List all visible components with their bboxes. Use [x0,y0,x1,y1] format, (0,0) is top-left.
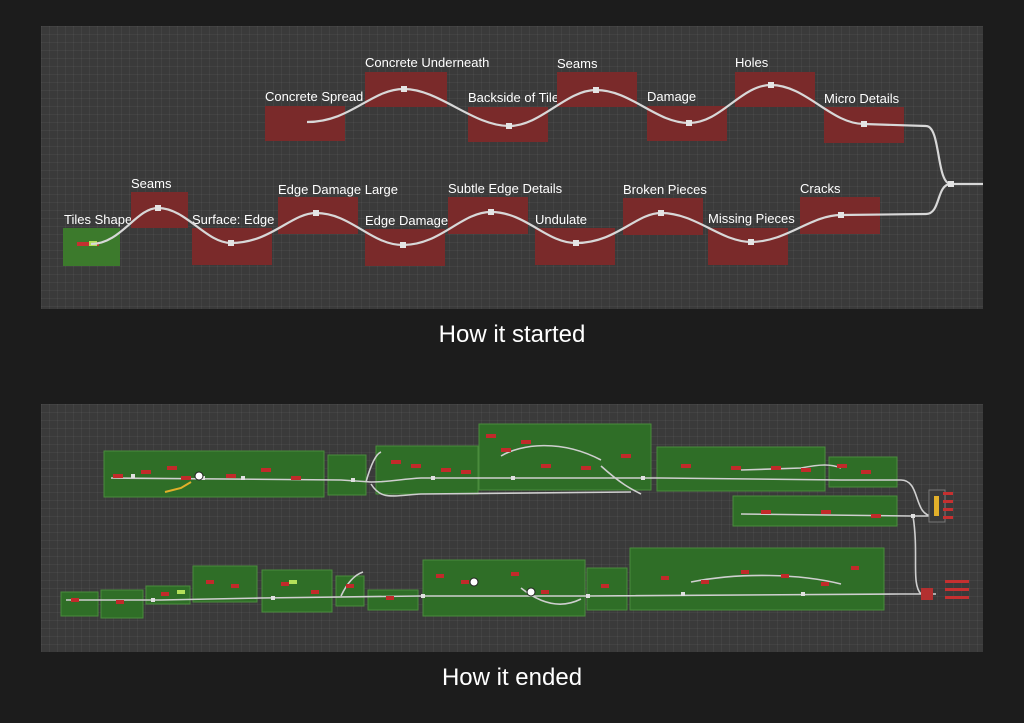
node-surface-edge-soften[interactable]: Surface: Edge Soften [192,212,316,265]
node-subtle-edge-details[interactable]: Subtle Edge Details [448,181,563,234]
ended-red-nodes [71,434,881,604]
node-label: Holes [735,55,769,70]
node-label: Subtle Edge Details [448,181,563,196]
node-missing-pieces[interactable]: Missing Pieces [708,211,795,265]
node-label: Seams [557,56,598,71]
ended-graph [60,423,969,619]
node-seams-top[interactable]: Seams [557,56,637,107]
node-groups [60,423,898,619]
output-cluster-top [928,489,953,523]
node-concrete-underneath[interactable]: Concrete Underneath [365,55,489,107]
node-label: Micro Details [824,91,900,106]
how-it-ended-panel [41,404,983,652]
caption-started: How it started [438,321,586,348]
wire-top-row [306,83,983,186]
node-holes[interactable]: Holes [735,55,815,107]
node-label: Seams [131,176,172,191]
node-label: Concrete Spread [265,89,363,104]
node-label: Edge Damage Large [278,182,398,197]
node-label: Tiles Shape [64,212,132,227]
caption-ended: How it ended [441,664,583,691]
node-cracks[interactable]: Cracks [800,181,880,234]
node-broken-pieces[interactable]: Broken Pieces [623,182,707,235]
node-label: Undulate [535,212,587,227]
node-edge-damage-large[interactable]: Edge Damage Large [278,182,398,234]
how-it-started-panel: Concrete Spread Concrete Underneath Back… [41,26,983,309]
node-tiles-shape[interactable]: Tiles Shape [63,212,132,266]
node-micro-details[interactable]: Micro Details [824,91,904,143]
wire-handles [155,82,954,248]
node-label: Concrete Underneath [365,55,489,70]
node-label: Missing Pieces [708,211,795,226]
ended-accents [164,471,536,597]
output-cluster-bottom [921,580,969,600]
node-label: Cracks [800,181,841,196]
node-undulate[interactable]: Undulate [535,212,615,265]
node-label: Damage [647,89,696,104]
node-label: Broken Pieces [623,182,707,197]
node-seams-bottom[interactable]: Seams [131,176,188,228]
node-concrete-spread[interactable]: Concrete Spread [265,89,363,141]
started-graph: Concrete Spread Concrete Underneath Back… [63,55,983,266]
